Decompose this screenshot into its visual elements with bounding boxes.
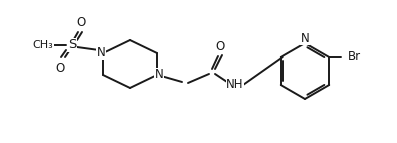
Text: O: O — [216, 39, 225, 52]
Text: N: N — [154, 68, 164, 82]
Text: NH: NH — [226, 79, 244, 92]
Text: O: O — [55, 61, 65, 75]
Text: N: N — [96, 46, 105, 59]
Text: CH₃: CH₃ — [33, 40, 53, 50]
Text: Br: Br — [348, 50, 361, 63]
Text: O: O — [76, 15, 86, 28]
Text: S: S — [68, 38, 76, 51]
Text: N: N — [301, 31, 309, 44]
